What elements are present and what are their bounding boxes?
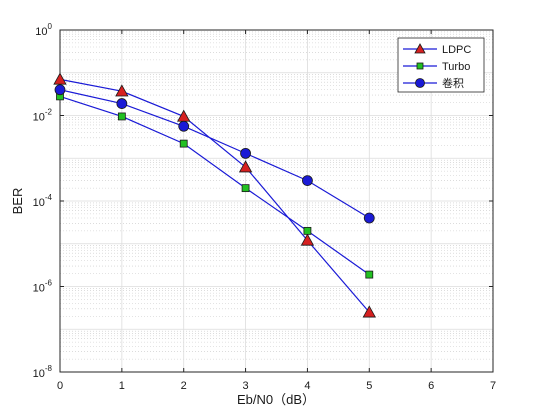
data-point-Turbo xyxy=(303,226,312,235)
y-tick-label: 10-6 xyxy=(33,279,53,295)
series-line-LDPC xyxy=(59,78,370,313)
data-point-卷积 xyxy=(116,98,128,109)
y-tick-label: 10-8 xyxy=(33,364,53,380)
data-point-Turbo xyxy=(365,270,374,279)
data-point-LDPC xyxy=(238,160,253,173)
data-point-卷积 xyxy=(240,147,251,159)
data-point-LDPC xyxy=(362,305,376,318)
legend-label-Turbo: Turbo xyxy=(442,61,470,73)
x-tick-label: 7 xyxy=(490,380,496,392)
legend-marker-卷积 xyxy=(415,78,425,88)
x-tick-label: 5 xyxy=(366,380,372,392)
series-line-卷积 xyxy=(59,89,370,219)
legend-marker-Turbo xyxy=(416,62,424,70)
y-axis-ticks: 100 10-2 10-4 10-6 10-8 xyxy=(33,22,493,380)
y-tick-label: 10-4 xyxy=(33,193,53,209)
data-point-卷积 xyxy=(302,175,313,187)
x-axis-ticks: 0 1 2 3 4 5 6 7 xyxy=(57,30,496,392)
series-line-Turbo xyxy=(59,95,370,276)
x-axis-label: Eb/N0（dB） xyxy=(237,392,315,407)
legend-label-LDPC: LDPC xyxy=(442,44,471,56)
watermark-text: CSDN @我爱C编程 xyxy=(394,392,527,410)
y-tick-label: 10-2 xyxy=(33,108,53,124)
y-tick-label: 100 xyxy=(35,22,52,38)
legend-label-卷积: 卷积 xyxy=(442,76,464,90)
x-tick-label: 2 xyxy=(181,380,187,392)
x-tick-label: 6 xyxy=(428,380,434,392)
data-point-Turbo xyxy=(117,112,126,121)
data-point-卷积 xyxy=(54,84,66,96)
legend-marker-LDPC xyxy=(414,43,426,54)
data-point-卷积 xyxy=(363,212,375,224)
x-tick-label: 0 xyxy=(57,380,63,392)
x-tick-label: 3 xyxy=(243,380,249,392)
data-point-Turbo xyxy=(179,139,188,148)
x-tick-label: 1 xyxy=(119,380,125,392)
minor-gridlines xyxy=(60,31,493,360)
data-point-LDPC xyxy=(53,72,67,85)
data-point-Turbo xyxy=(241,184,250,193)
x-tick-label: 4 xyxy=(304,380,310,392)
y-axis-label: BER xyxy=(10,188,25,215)
data-point-LDPC xyxy=(300,233,315,246)
series-layer xyxy=(53,72,376,318)
data-point-卷积 xyxy=(178,120,190,132)
data-point-LDPC xyxy=(115,84,129,97)
legend: LDPC Turbo 卷积 xyxy=(397,37,485,93)
